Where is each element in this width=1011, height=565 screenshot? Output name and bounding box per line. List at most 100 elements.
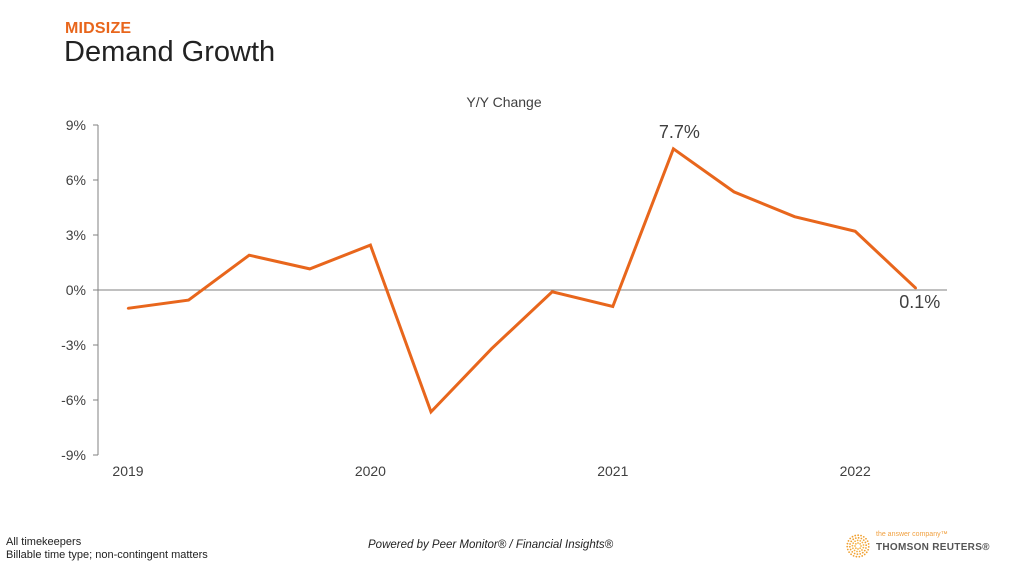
sunburst-dot — [862, 539, 865, 542]
sunburst-dot — [851, 535, 854, 538]
sunburst-dot — [852, 542, 855, 545]
sunburst-dot — [851, 550, 854, 553]
sunburst-dot — [861, 549, 863, 551]
section-eyebrow: MIDSIZE — [65, 20, 132, 37]
sunburst-dot — [853, 549, 856, 552]
data-label: 7.7% — [659, 122, 700, 142]
sunburst-dot — [855, 555, 858, 558]
x-tick-label: 2022 — [840, 463, 871, 479]
data-point — [611, 305, 614, 308]
data-point — [187, 298, 190, 302]
sunburst-dot — [859, 542, 862, 545]
sunburst-dot — [849, 548, 852, 551]
sunburst-dot — [865, 537, 867, 540]
data-point — [551, 290, 554, 294]
sunburst-dot — [854, 547, 857, 550]
sunburst-dot — [849, 537, 852, 540]
sunburst-dot — [850, 540, 853, 543]
y-tick-label: 3% — [66, 227, 86, 243]
sunburst-dot — [859, 552, 862, 555]
y-tick-label: 0% — [66, 282, 86, 298]
sunburst-dot — [854, 542, 857, 545]
logo-tagline: the answer company™ — [876, 531, 948, 538]
sunburst-dot — [846, 542, 849, 545]
sunburst-dot — [853, 552, 856, 555]
data-point — [248, 253, 251, 257]
data-point — [490, 347, 493, 350]
y-tick-label: 6% — [66, 172, 86, 188]
sunburst-dot — [854, 537, 857, 540]
sunburst-dot — [862, 544, 865, 546]
footnote: All timekeepers Billable time type; non-… — [6, 536, 208, 562]
sunburst-dot — [857, 548, 859, 550]
sunburst-dot — [863, 549, 866, 552]
powered-by-text: Powered by Peer Monitor® / Financial Ins… — [368, 539, 614, 551]
logo-name: THOMSON REUTERS® — [876, 542, 990, 553]
x-tick-label: 2020 — [355, 463, 386, 479]
sunburst-dot — [856, 550, 858, 553]
sunburst-dot — [867, 545, 870, 548]
data-point — [308, 267, 311, 271]
sunburst-dot — [857, 542, 859, 544]
sunburst-dot — [861, 541, 864, 544]
sunburst-dot — [867, 543, 870, 545]
sunburst-dot — [863, 553, 866, 556]
footnote-line-1: All timekeepers — [6, 536, 82, 548]
sunburst-dot — [846, 548, 849, 551]
sunburst-dot — [867, 548, 870, 551]
series-group — [126, 146, 917, 415]
sunburst-dot — [854, 534, 857, 537]
sunburst-dot — [865, 551, 868, 554]
thomson-reuters-logo: the answer company™ THOMSON REUTERS® — [846, 531, 996, 561]
sunburst-dot — [852, 554, 855, 557]
sunburst-dot — [860, 545, 862, 547]
data-label: 0.1% — [899, 292, 940, 312]
sunburst-dot — [864, 541, 867, 544]
page-title: Demand Growth — [64, 36, 276, 68]
data-point — [672, 147, 675, 151]
data-point — [429, 410, 433, 414]
sunburst-dot — [859, 539, 862, 542]
data-point — [126, 307, 130, 310]
sunburst-dot — [866, 540, 869, 543]
sunburst-dot — [856, 553, 859, 556]
y-axis: 9% 6% 3% 0% -3% -6% -9% — [61, 117, 99, 463]
sunburst-dot — [848, 551, 851, 554]
sunburst-dot — [846, 545, 849, 548]
sunburst-dot — [857, 536, 860, 539]
y-tick-label: -9% — [61, 447, 86, 463]
chart-title: Y/Y Change — [466, 94, 541, 110]
sunburst-dot — [861, 551, 864, 554]
data-point — [854, 230, 857, 233]
annotations-group: 7.7% 0.1% — [659, 122, 940, 312]
data-point — [793, 215, 796, 218]
x-axis: 2019 2020 2021 2022 — [98, 289, 947, 479]
footnote-line-2: Billable time type; non-contingent matte… — [6, 549, 208, 561]
sunburst-dot — [862, 535, 865, 538]
sunburst-dot — [848, 545, 851, 548]
y-tick-label: -6% — [61, 392, 86, 408]
sunburst-dot — [858, 555, 861, 558]
series-line — [127, 146, 917, 415]
line-chart: Y/Y Change 9% 6% 3% 0% -3% -6% -9% 2019 2020 202… — [61, 94, 947, 479]
sunburst-dot — [865, 544, 868, 547]
y-tick-label: -3% — [61, 337, 86, 353]
data-point — [732, 190, 736, 194]
sunburst-dot — [847, 540, 850, 542]
y-tick-label: 9% — [66, 117, 86, 133]
sunburst-dot — [854, 540, 856, 543]
thomson-reuters-sunburst-icon — [846, 534, 870, 558]
sunburst-dot — [851, 547, 854, 550]
sunburst-dot — [860, 537, 863, 540]
sunburst-dot — [861, 555, 864, 557]
sunburst-dot — [856, 539, 859, 542]
sunburst-dot — [858, 550, 861, 553]
sunburst-dot — [854, 545, 856, 547]
sunburst-dot — [865, 547, 867, 549]
sunburst-dot — [849, 543, 851, 545]
sunburst-dot — [862, 546, 865, 549]
data-point — [369, 243, 372, 247]
x-tick-label: 2021 — [597, 463, 628, 479]
data-point — [914, 286, 917, 290]
sunburst-dot — [857, 534, 860, 537]
